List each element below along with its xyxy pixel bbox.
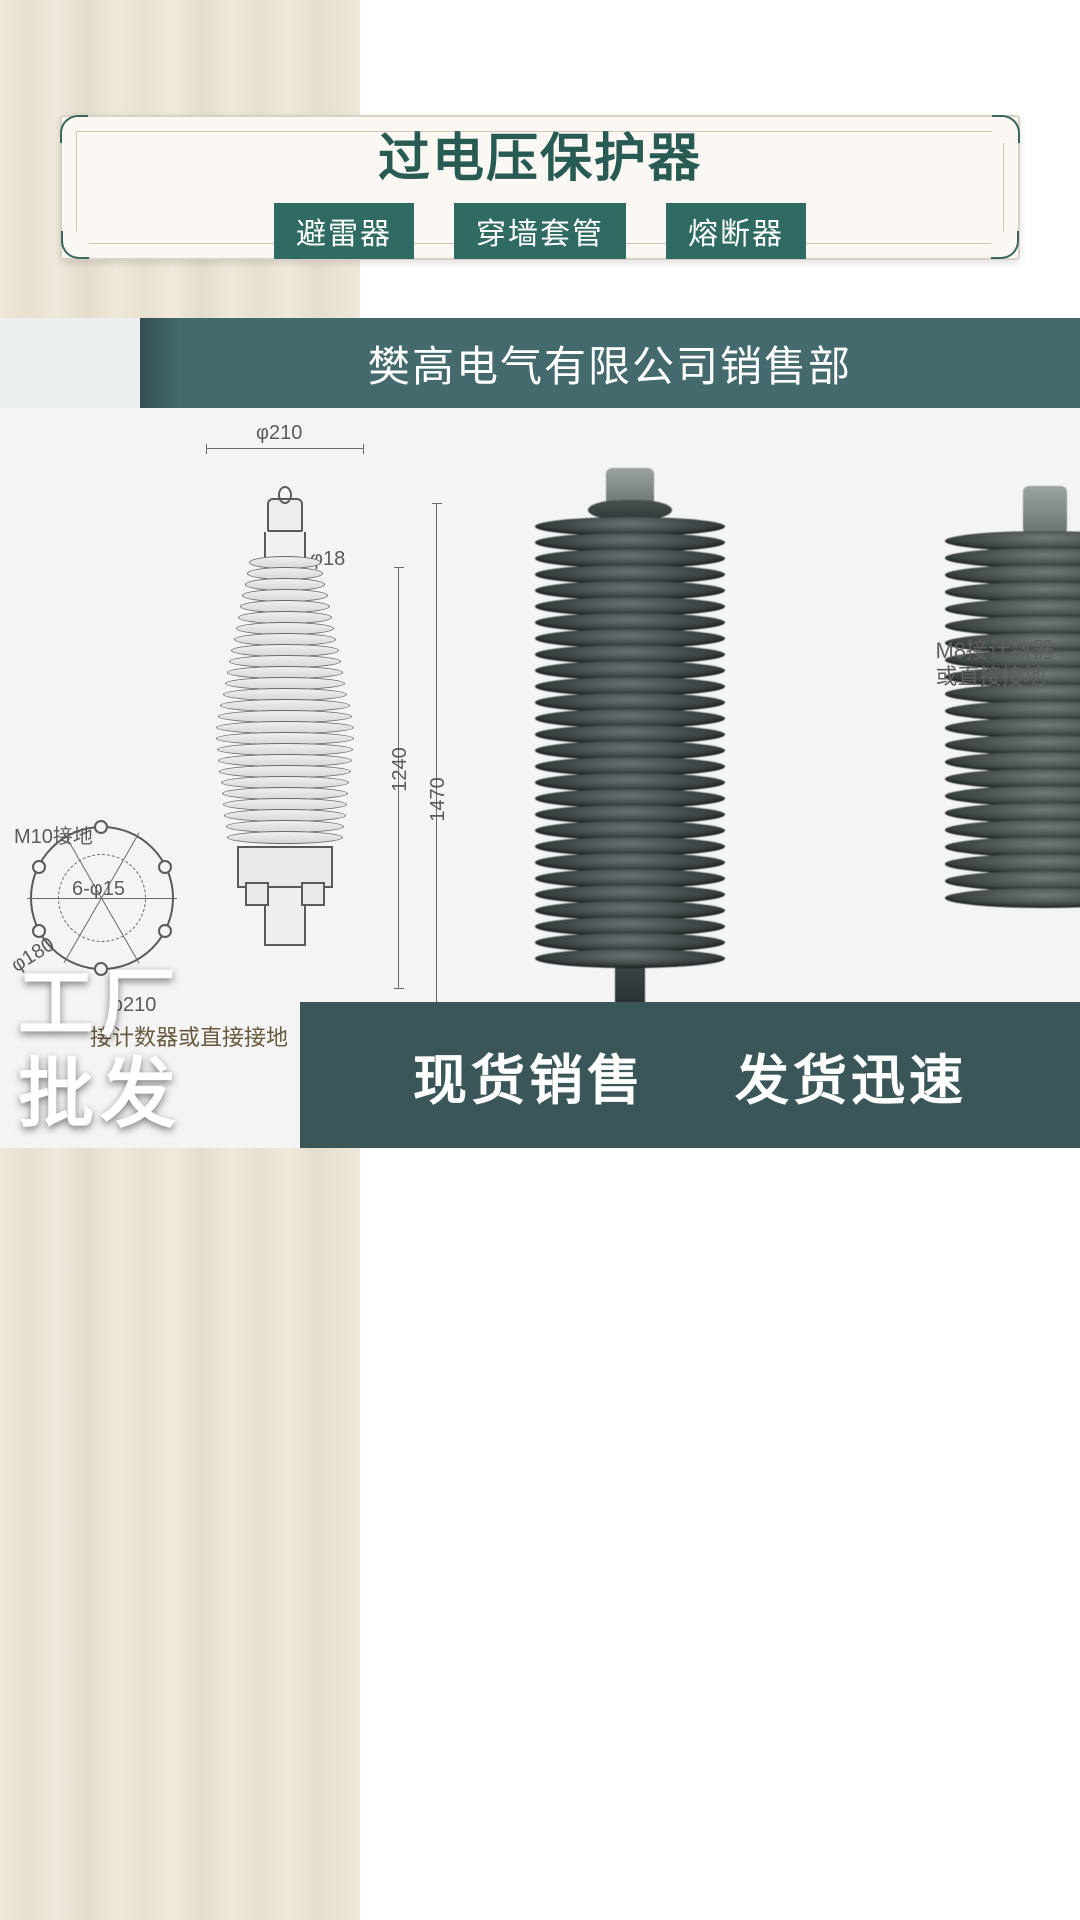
bolt-hole bbox=[94, 820, 108, 834]
tag-bushing[interactable]: 穿墙套管 bbox=[454, 203, 626, 259]
right-note-l2: 或直接接地 bbox=[935, 664, 1045, 689]
arrester-cap-icon bbox=[267, 498, 303, 532]
arrester-photo-right bbox=[940, 486, 1080, 908]
dim-line-top-dia bbox=[206, 448, 364, 449]
bottom-promo-bar: 现货销售 发货迅速 bbox=[300, 1002, 1080, 1148]
dim-top-flange-dia: φ210 bbox=[256, 422, 302, 445]
title-plaque: 过电压保护器 避雷器 穿墙套管 熔断器 bbox=[60, 115, 1020, 260]
tag-fuse[interactable]: 熔断器 bbox=[666, 203, 806, 259]
bolt-hole bbox=[158, 860, 172, 874]
shed-disc bbox=[227, 831, 343, 844]
arrester-line-drawing bbox=[195, 498, 375, 946]
tag-arrester[interactable]: 避雷器 bbox=[274, 203, 414, 259]
company-header: 樊高电气有限公司销售部 bbox=[140, 318, 1080, 408]
arrester-neck bbox=[264, 532, 306, 558]
dim-shed-height: 1240 bbox=[389, 747, 412, 792]
dim-hole-spec: 6-φ15 bbox=[72, 878, 125, 901]
arrester-shed-stack-left bbox=[216, 558, 355, 844]
overlay-line1: 工厂 bbox=[18, 960, 182, 1050]
right-ground-note: M8接计数器 或直接接地 bbox=[935, 638, 1054, 691]
arrester-tip-icon bbox=[1023, 486, 1067, 534]
overlay-line2: 批发 bbox=[18, 1050, 182, 1140]
arrester-tip-icon bbox=[606, 468, 654, 504]
factory-wholesale-overlay: 工厂 批发 bbox=[18, 960, 182, 1139]
arrester-shed-stack-mid bbox=[535, 520, 725, 968]
title-plaque-inner: 过电压保护器 避雷器 穿墙套管 熔断器 bbox=[76, 131, 1004, 244]
promo-left: 现货销售 bbox=[413, 1036, 645, 1115]
dim-ground-lug: M10接地 bbox=[14, 820, 93, 849]
dim-overall-height: 1470 bbox=[427, 777, 450, 822]
plaque-title: 过电压保护器 bbox=[378, 116, 702, 191]
arrester-photo-center bbox=[520, 468, 740, 1030]
arrester-foot bbox=[264, 888, 306, 946]
bolt-hole bbox=[32, 860, 46, 874]
shed-disc bbox=[535, 949, 725, 968]
tag-row: 避雷器 穿墙套管 熔断器 bbox=[274, 203, 806, 259]
promo-right: 发货迅速 bbox=[735, 1036, 967, 1115]
shed-disc bbox=[945, 888, 1080, 908]
arrester-base bbox=[237, 846, 333, 888]
arrester-shed-stack-right bbox=[945, 534, 1080, 908]
bolt-hole bbox=[158, 924, 172, 938]
right-note-l1: M8接计数器 bbox=[935, 638, 1054, 663]
